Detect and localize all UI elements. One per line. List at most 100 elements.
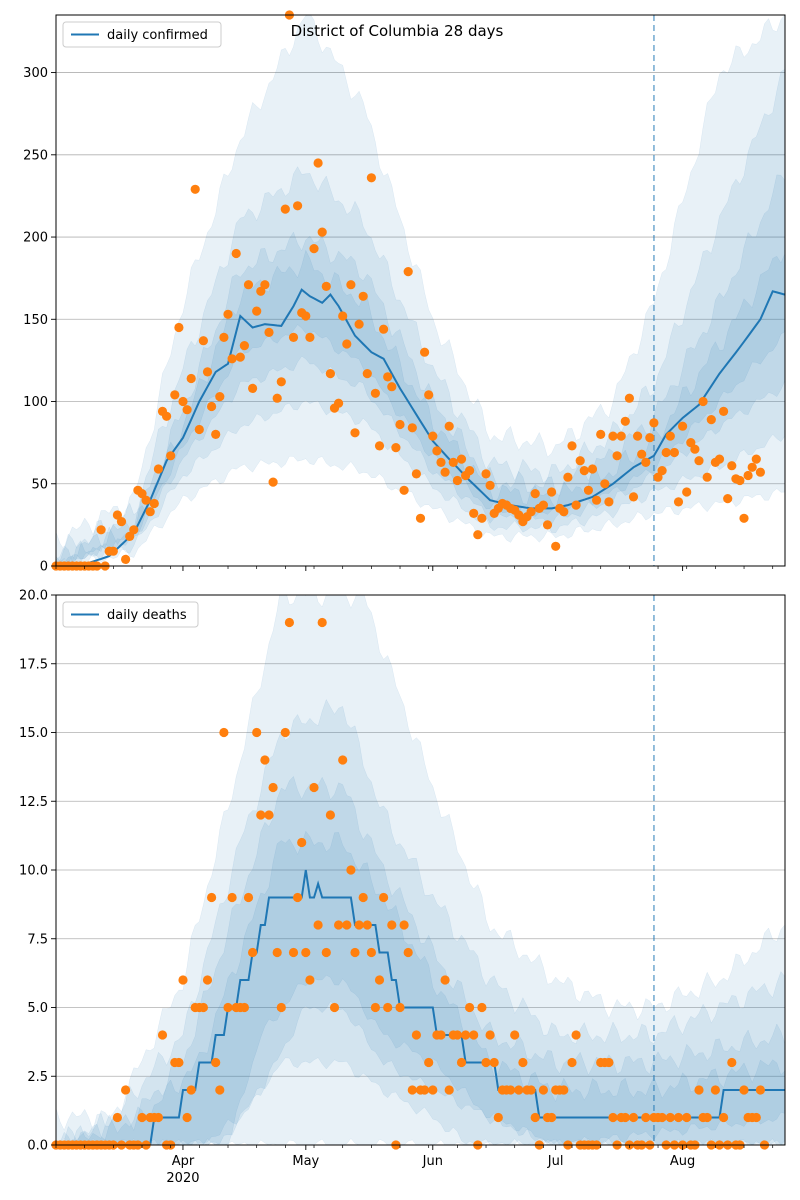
observed-point: [481, 469, 491, 479]
observed-point: [633, 431, 643, 441]
observed-point: [186, 1085, 196, 1095]
observed-point: [690, 444, 700, 454]
observed-point: [186, 373, 196, 384]
observed-point: [420, 347, 430, 357]
observed-point: [612, 451, 622, 461]
y-tick-label: 300: [23, 66, 48, 81]
observed-point: [166, 451, 176, 461]
y-tick-label: 250: [23, 148, 48, 163]
uncertainty-band: [56, 830, 785, 1145]
observed-point: [317, 227, 327, 237]
observed-point: [383, 1002, 393, 1013]
observed-point: [604, 1057, 614, 1068]
observed-point: [227, 354, 237, 364]
y-tick-label: 200: [23, 231, 48, 246]
observed-point: [297, 837, 307, 848]
observed-point: [235, 352, 245, 362]
observed-point: [260, 755, 270, 765]
observed-point: [653, 472, 663, 482]
observed-point: [444, 1085, 454, 1095]
observed-point: [272, 393, 282, 403]
observed-point: [407, 423, 417, 433]
observed-point: [608, 431, 618, 441]
plot-frame: [55, 14, 786, 567]
observed-point: [694, 456, 704, 466]
observed-point: [137, 1112, 147, 1123]
observed-point: [530, 489, 540, 499]
observed-point: [248, 383, 258, 393]
observed-point: [665, 1112, 675, 1123]
observed-point: [735, 475, 745, 486]
observed-point: [727, 1057, 737, 1068]
observed-point: [239, 1002, 249, 1013]
observed-point: [641, 457, 651, 467]
x-tick-label: Aug: [670, 1154, 695, 1169]
observed-point: [469, 508, 479, 518]
observed-point: [514, 510, 524, 520]
observed-point: [342, 339, 352, 349]
observed-point: [403, 267, 413, 277]
observed-point: [256, 286, 266, 296]
observed-point: [383, 372, 393, 382]
observed-point: [465, 466, 475, 476]
observed-point: [108, 546, 118, 556]
observed-point: [370, 388, 380, 398]
observed-point: [415, 513, 426, 523]
observed-point: [227, 892, 237, 903]
observed-point: [673, 497, 684, 507]
observed-point: [571, 500, 581, 510]
observed-point: [399, 485, 409, 495]
observed-point: [309, 782, 319, 793]
observed-point: [362, 920, 372, 930]
observed-point: [366, 173, 376, 183]
observed-point: [276, 1002, 286, 1013]
observed-point: [153, 464, 163, 474]
observed-point: [444, 421, 454, 431]
observed-point: [469, 1030, 479, 1040]
observed-point: [379, 892, 389, 903]
observed-point: [682, 1112, 692, 1123]
observed-point: [542, 520, 553, 530]
observed-point: [755, 1085, 766, 1095]
observed-point: [657, 1112, 667, 1123]
observed-point: [493, 1112, 503, 1123]
observed-point: [600, 479, 610, 489]
observed-point: [309, 244, 319, 254]
observed-point: [411, 1030, 421, 1040]
observed-point: [473, 530, 483, 540]
x-tick-label: Apr: [172, 1154, 195, 1169]
observed-point: [456, 1057, 467, 1068]
observed-point: [669, 447, 680, 458]
observed-point: [387, 920, 397, 930]
observed-point: [313, 920, 323, 930]
legend-box: [62, 601, 199, 628]
observed-point: [420, 1085, 430, 1095]
observed-point: [338, 755, 348, 765]
observed-point: [268, 782, 278, 793]
observed-point: [428, 431, 438, 441]
observed-point: [366, 947, 376, 958]
observed-point: [465, 1002, 475, 1013]
observed-point: [538, 1085, 549, 1095]
observed-point: [424, 390, 434, 400]
observed-point: [661, 447, 671, 458]
observed-point: [162, 411, 172, 421]
observed-point: [702, 1112, 712, 1123]
observed-point: [112, 1112, 122, 1123]
observed-point: [665, 431, 675, 441]
observed-point: [485, 1030, 495, 1040]
observed-point: [694, 1085, 704, 1095]
observed-point: [559, 1085, 569, 1095]
observed-point: [719, 406, 729, 416]
observed-point: [551, 541, 561, 551]
y-tick-label: 2.5: [27, 1070, 48, 1085]
observed-point: [301, 311, 311, 321]
confirmed-panel: 0 50 100 150 200 250 300 daily confirmed: [23, 10, 786, 575]
observed-point: [399, 920, 409, 930]
observed-point: [432, 446, 442, 456]
observed-point: [411, 469, 421, 479]
x-tick-label: Jul: [547, 1154, 564, 1169]
observed-point: [182, 405, 192, 415]
